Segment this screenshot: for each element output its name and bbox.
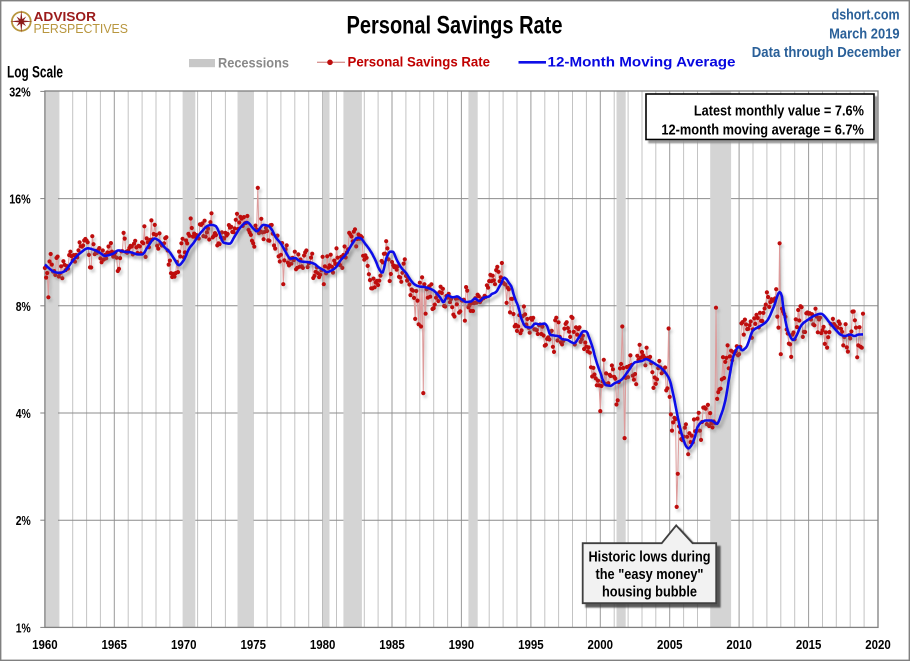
svg-text:1985: 1985 [379,637,405,652]
svg-text:ADVISOR: ADVISOR [34,10,97,24]
svg-text:4%: 4% [16,406,31,421]
svg-text:1970: 1970 [171,637,197,652]
svg-text:2020: 2020 [865,637,891,652]
svg-text:Personal Savings Rate: Personal Savings Rate [348,53,491,69]
svg-text:8%: 8% [16,299,31,314]
svg-text:PERSPECTIVES: PERSPECTIVES [34,21,129,36]
svg-text:2000: 2000 [588,637,614,652]
svg-text:March 2019: March 2019 [829,27,900,43]
svg-text:Latest monthly value = 7.6%: Latest monthly value = 7.6% [694,103,864,120]
svg-text:dshort.com: dshort.com [832,8,900,24]
svg-text:12-Month Moving Average: 12-Month Moving Average [548,53,736,69]
svg-text:32%: 32% [9,84,31,99]
svg-text:2010: 2010 [726,637,752,652]
svg-text:1965: 1965 [102,637,128,652]
svg-text:1980: 1980 [310,637,336,652]
svg-text:2%: 2% [16,513,31,528]
svg-text:Historic lows during: Historic lows during [589,550,711,566]
svg-text:2005: 2005 [657,637,683,652]
svg-text:1995: 1995 [518,637,544,652]
svg-text:Personal Savings Rate: Personal Savings Rate [347,12,563,40]
svg-text:Recessions: Recessions [218,55,289,71]
svg-text:Log Scale: Log Scale [7,62,63,81]
svg-text:1990: 1990 [449,637,475,652]
svg-text:1960: 1960 [32,637,58,652]
svg-text:1975: 1975 [240,637,266,652]
svg-text:Data through December: Data through December [752,45,901,61]
svg-text:housing bubble: housing bubble [602,585,697,601]
svg-text:12-month moving average = 6.7%: 12-month moving average = 6.7% [661,122,864,139]
svg-text:1%: 1% [16,620,31,635]
svg-text:the "easy money": the "easy money" [596,567,704,583]
svg-text:16%: 16% [9,192,31,207]
svg-text:2015: 2015 [796,637,822,652]
